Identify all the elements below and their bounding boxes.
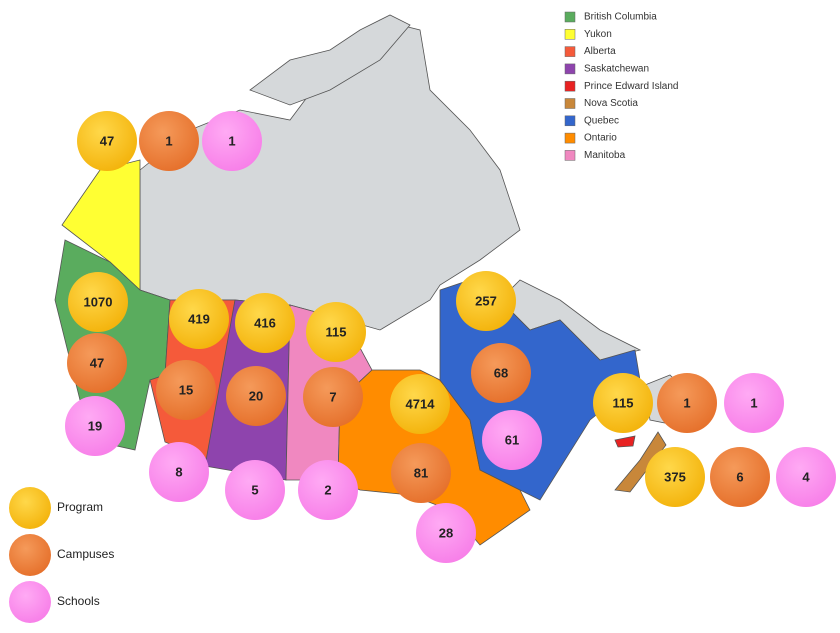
bubble-label: 2 bbox=[324, 482, 331, 497]
bubble bbox=[306, 302, 366, 362]
bubble-label: 7 bbox=[329, 389, 336, 404]
legend-swatch bbox=[564, 132, 576, 144]
bubble bbox=[456, 271, 516, 331]
bubble-label: 4 bbox=[802, 469, 810, 484]
bubble-label: 5 bbox=[251, 482, 258, 497]
bubble-label: 61 bbox=[505, 432, 519, 447]
bubble bbox=[226, 366, 286, 426]
bubble bbox=[149, 442, 209, 502]
bubble bbox=[77, 111, 137, 171]
arctic-island bbox=[249, 14, 411, 106]
legend-bubble bbox=[9, 534, 51, 576]
region bbox=[614, 431, 667, 493]
bubble bbox=[225, 460, 285, 520]
bubble-label: 416 bbox=[254, 315, 276, 330]
bubble-label: 15 bbox=[179, 382, 193, 397]
bubble-label: 81 bbox=[414, 465, 428, 480]
bubble bbox=[390, 374, 450, 434]
bubble bbox=[416, 503, 476, 563]
bubble-label: 6 bbox=[736, 469, 743, 484]
bubble bbox=[391, 443, 451, 503]
bubble-label: 1 bbox=[683, 395, 690, 410]
bubble bbox=[724, 373, 784, 433]
bubble-label: 4714 bbox=[406, 396, 436, 411]
bubble-label: 19 bbox=[88, 418, 102, 433]
legend-label: Manitoba bbox=[584, 150, 626, 161]
legend-swatch bbox=[564, 80, 576, 92]
bubble bbox=[67, 333, 127, 393]
bubble-label: 1 bbox=[165, 133, 172, 148]
legend-swatch bbox=[564, 98, 576, 109]
bubble bbox=[202, 111, 262, 171]
bubble-label: 1 bbox=[750, 395, 757, 410]
bubble bbox=[593, 373, 653, 433]
bubble-label: 47 bbox=[100, 133, 114, 148]
bubble bbox=[68, 272, 128, 332]
legend-label: Alberta bbox=[584, 46, 616, 57]
bubble-label: 20 bbox=[249, 388, 263, 403]
legend-label: Program bbox=[57, 500, 103, 514]
legend-label: Schools bbox=[57, 594, 100, 608]
legend-swatch bbox=[564, 11, 576, 23]
bubble-label: 28 bbox=[439, 525, 453, 540]
legend-swatch bbox=[564, 29, 576, 40]
legend-label: Saskatchewan bbox=[584, 64, 649, 75]
legend-swatch bbox=[564, 46, 576, 57]
bubble bbox=[235, 293, 295, 353]
bubble bbox=[169, 289, 229, 349]
legend-bubble bbox=[9, 487, 51, 529]
bubble bbox=[156, 360, 216, 420]
bubble-label: 115 bbox=[326, 324, 347, 339]
legend-label: Ontario bbox=[584, 133, 617, 144]
bubble-label: 8 bbox=[175, 464, 182, 479]
bubble bbox=[65, 396, 125, 456]
bubble bbox=[657, 373, 717, 433]
bubble bbox=[645, 447, 705, 507]
bubble bbox=[776, 447, 836, 507]
legend-bubble bbox=[9, 581, 51, 623]
bubble bbox=[139, 111, 199, 171]
bubble bbox=[471, 343, 531, 403]
bubble bbox=[298, 460, 358, 520]
legend-label: Prince Edward Island bbox=[584, 81, 679, 92]
bubble-label: 419 bbox=[188, 311, 210, 326]
legend-swatch bbox=[564, 150, 576, 161]
bubble-label: 68 bbox=[494, 365, 508, 380]
bubble bbox=[482, 410, 542, 470]
legend-swatch bbox=[564, 63, 576, 75]
region bbox=[61, 159, 141, 291]
legend-label: Campuses bbox=[57, 547, 114, 561]
bubble-label: 1070 bbox=[84, 294, 113, 309]
legend-label: Yukon bbox=[584, 29, 612, 40]
legend-label: Quebec bbox=[584, 115, 619, 126]
bubble-label: 47 bbox=[90, 355, 104, 370]
region bbox=[614, 435, 636, 448]
bubble-label: 115 bbox=[613, 395, 634, 410]
bubble bbox=[710, 447, 770, 507]
bubble-label: 1 bbox=[228, 133, 235, 148]
legend-swatch bbox=[564, 115, 576, 127]
legend-label: Nova Scotia bbox=[584, 98, 638, 109]
bubble-label: 375 bbox=[664, 469, 686, 484]
bubble-label: 257 bbox=[475, 293, 497, 308]
legend-label: British Columbia bbox=[584, 12, 657, 23]
bubble bbox=[303, 367, 363, 427]
